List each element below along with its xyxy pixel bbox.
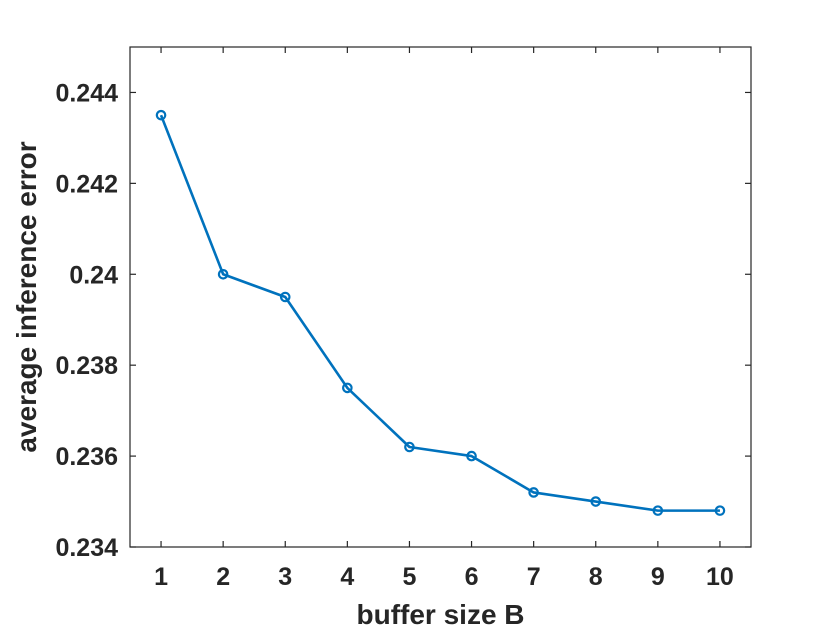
x-tick-label: 7 [527, 563, 541, 591]
x-axis-label: buffer size B [356, 599, 524, 630]
x-tick-label: 2 [216, 563, 230, 591]
y-tick-label: 0.242 [55, 170, 118, 198]
y-tick-label: 0.234 [55, 534, 118, 562]
y-axis-label: average inference error [11, 141, 42, 452]
x-tick-label: 10 [706, 563, 734, 591]
data-point [590, 496, 602, 507]
y-tick-label: 0.238 [55, 352, 118, 380]
x-tick-label: 3 [278, 563, 292, 591]
series-line [159, 114, 720, 512]
x-tick-label: 8 [589, 563, 603, 591]
data-point [155, 109, 167, 121]
series-layer [155, 109, 726, 516]
y-tick-labels: 0.234 0.236 0.238 0.24 0.242 0.244 [55, 79, 118, 562]
x-tick-label: 1 [154, 563, 168, 591]
x-tick-label: 5 [402, 563, 416, 591]
y-tick-label: 0.244 [55, 79, 118, 107]
x-tick-label: 4 [340, 563, 354, 591]
axis-ticks [130, 47, 751, 548]
data-point [466, 450, 477, 462]
x-tick-label: 9 [651, 563, 665, 591]
y-tick-label: 0.236 [55, 443, 118, 471]
data-point [714, 505, 726, 516]
data-point [528, 487, 539, 498]
data-point [404, 441, 415, 453]
x-tick-label: 6 [465, 563, 479, 591]
data-point [217, 268, 229, 280]
y-tick-label: 0.24 [69, 261, 118, 289]
data-point [279, 291, 291, 303]
x-tick-labels: 1 2 3 4 5 6 7 8 9 10 [154, 563, 734, 591]
data-point [652, 505, 664, 516]
plot-area [129, 46, 752, 548]
data-point [342, 382, 353, 394]
